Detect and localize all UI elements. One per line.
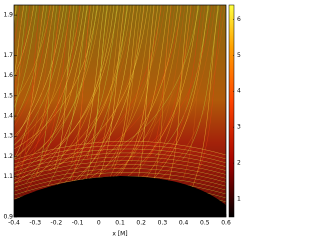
streamline [14,150,226,170]
x-tick-label: 0.1 [115,220,125,227]
y-tick-label: 1.1 [3,173,13,180]
streamline [92,5,182,195]
streamline [14,146,226,166]
x-tick-label: 0.5 [200,220,210,227]
streamline [14,5,21,47]
streamline [113,5,199,188]
streamline [14,5,65,137]
streamline [14,156,226,176]
streamline [197,5,223,173]
streamline [14,5,51,127]
colorbar-tick-label: 3 [237,124,241,131]
streamline [14,168,226,188]
streamline [150,5,172,191]
streamline [14,143,226,163]
streamline [14,160,226,180]
streamline [14,5,35,77]
horizon [14,176,226,217]
x-tick-label: 0.2 [136,220,146,227]
colorbar-tick-label: 4 [237,88,241,95]
y-tick-label: 1.5 [3,92,13,99]
streamline [91,5,152,185]
x-tick-label: -0.4 [8,220,20,227]
streamline [48,5,112,171]
streamline [167,5,189,185]
x-tick-label: 0.3 [158,220,168,227]
streamline [14,169,226,189]
x-tick-label: -0.3 [29,220,41,227]
streamline [14,5,31,90]
streamline [14,5,48,122]
streamline [14,5,81,171]
streamline [14,165,226,185]
streamline [14,5,115,184]
streamline [46,5,118,197]
streamline [14,144,226,165]
streamline [160,5,203,166]
colorbar-tick-label: 2 [237,160,241,167]
streamline [14,5,85,160]
y-tick-label: 0.9 [3,214,13,221]
x-tick-label: 0 [97,220,101,227]
streamline [14,5,52,102]
colorbar [228,4,235,218]
streamline [47,5,128,200]
y-tick-label: 1.2 [3,153,13,160]
streamline [14,147,226,167]
streamline [14,5,38,109]
streamline [14,159,226,179]
streamline [30,5,132,178]
streamline [137,5,186,172]
streamline [14,166,226,187]
y-tick-label: 1.7 [3,52,13,59]
streamline [14,173,226,193]
x-tick-label: -0.1 [72,220,84,227]
streamline [14,142,226,162]
streamline [14,164,226,184]
streamline [14,5,24,107]
streamline [25,5,71,193]
streamline [14,140,226,161]
x-tick-label: 0.4 [179,220,189,227]
streamline [14,170,226,191]
y-tick-label: 1.3 [3,133,13,140]
figure: x [M] -0.4 -0.3 -0.2 -0.1 0 0.1 0.2 0.3 0.4 0.5 0.… [3,4,241,238]
x-tick-label: 0.6 [221,220,231,227]
y-tick-label: 1.4 [3,113,13,120]
streamline [106,5,200,154]
streamline [14,5,34,96]
streamline [14,155,226,175]
streamline [35,5,58,177]
colorbar-tick-label: 1 [237,196,241,203]
streamline [14,5,68,146]
streamline [14,5,99,150]
streamline [14,5,102,168]
x-axis-label: x [M] [112,231,127,238]
streamline [14,5,28,120]
streamline [95,5,125,187]
streamline [14,148,226,169]
streamline [189,5,219,195]
streamline [47,5,88,187]
streamline [14,163,226,183]
streamline [14,153,226,174]
streamline [14,5,17,24]
streamline [14,5,44,174]
streamline [14,152,226,172]
streamline [14,172,226,192]
colorbar-tick-label: 6 [237,16,241,23]
streamline [114,5,169,178]
streamline [14,157,226,178]
x-tick-label: -0.2 [51,220,63,227]
y-tick-label: 1.6 [3,72,13,79]
y-tick-label: 1.9 [3,12,13,19]
streamline [14,151,226,171]
streamline [14,174,226,195]
streamline [14,161,226,182]
colorbar-tick-label: 5 [237,52,241,59]
